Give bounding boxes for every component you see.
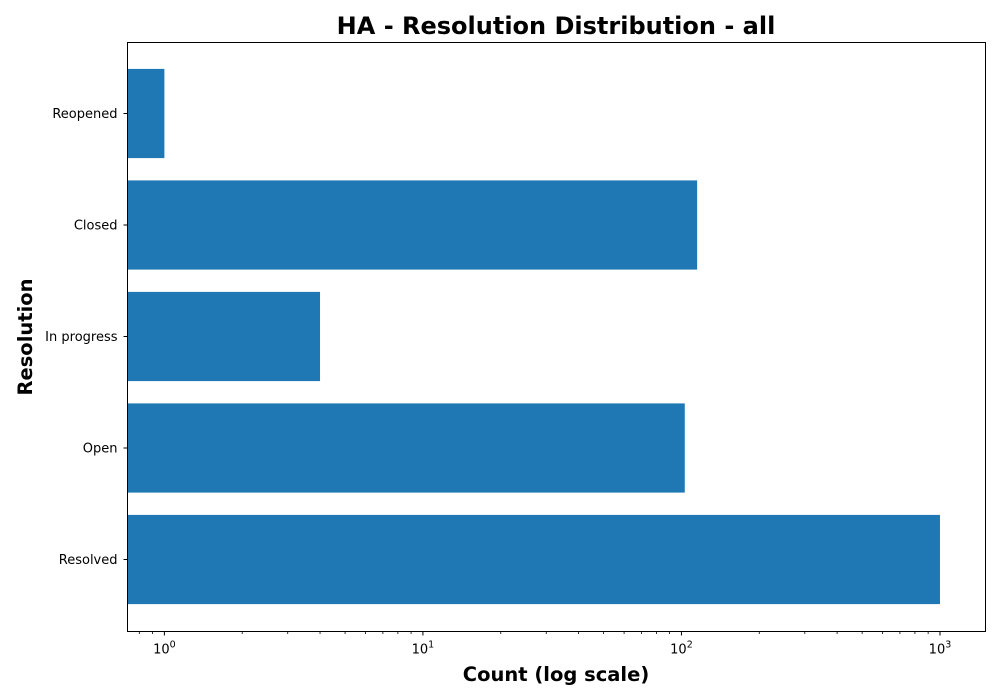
x-axis-label: Count (log scale) xyxy=(463,663,649,686)
y-tick-label: In progress xyxy=(45,330,118,345)
bar-resolved xyxy=(127,514,940,605)
y-tick-label: Reopened xyxy=(52,107,117,122)
bars-layer xyxy=(127,68,940,605)
x-tick-label: 101 xyxy=(412,640,435,658)
x-tick-label: 103 xyxy=(929,640,952,658)
ticks-layer: Resolved Open In progress Closed Reopened 100… xyxy=(45,107,951,658)
bar-in-progress xyxy=(127,291,321,382)
chart-title: HA - Resolution Distribution - all xyxy=(337,12,776,40)
x-tick-label: 100 xyxy=(153,640,176,658)
y-tick-label: Closed xyxy=(74,219,118,234)
x-tick-label: 102 xyxy=(670,640,693,658)
plot-area-frame xyxy=(127,42,986,632)
y-tick-label: Open xyxy=(83,442,118,457)
bar-closed xyxy=(127,180,698,270)
bar-open xyxy=(127,403,685,493)
y-tick-label: Resolved xyxy=(59,553,118,568)
y-axis-label: Resolution xyxy=(14,278,37,395)
bar-reopened xyxy=(127,68,165,159)
